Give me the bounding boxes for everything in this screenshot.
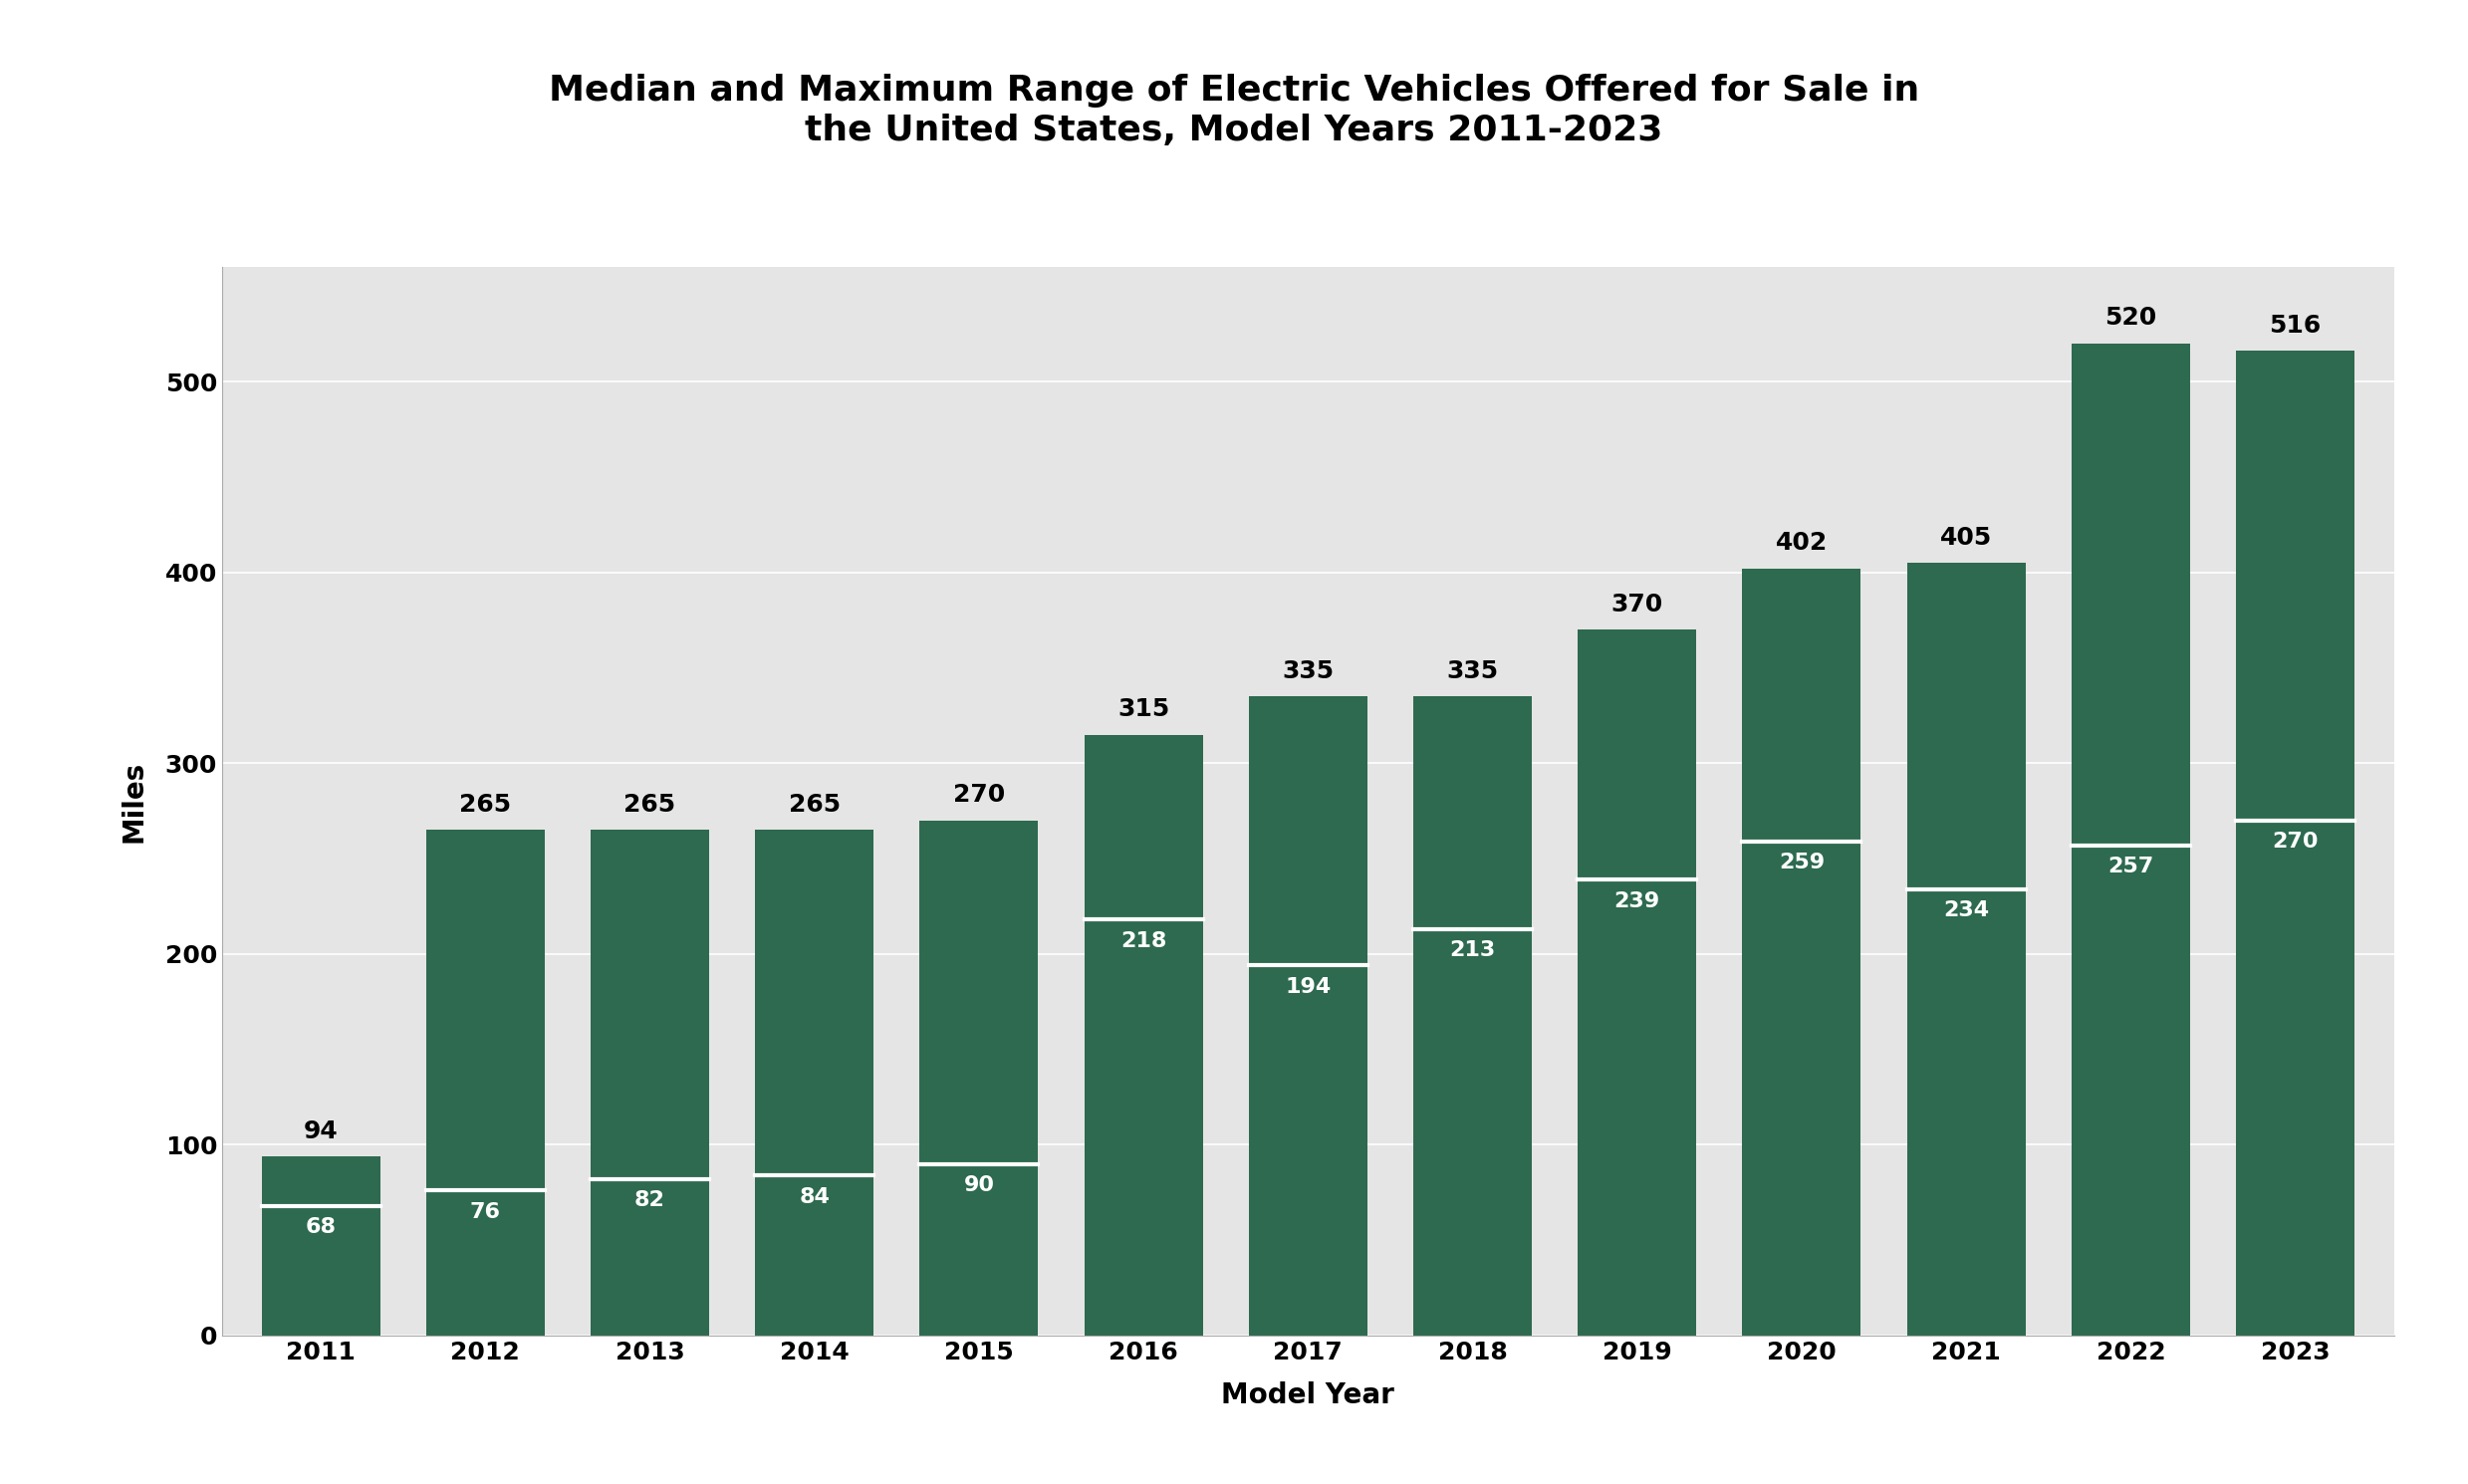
Text: 76: 76 [469, 1202, 501, 1221]
Bar [921, 821, 1039, 1336]
Text: 94: 94 [304, 1119, 338, 1143]
Y-axis label: Miles: Miles [121, 760, 148, 843]
Text: 265: 265 [459, 792, 511, 816]
Text: 335: 335 [1446, 659, 1498, 683]
Text: 402: 402 [1774, 531, 1829, 555]
Text: 270: 270 [2273, 833, 2317, 852]
Text: 213: 213 [1449, 941, 1496, 960]
Text: 239: 239 [1614, 890, 1661, 911]
Bar [427, 830, 545, 1336]
Bar [262, 1156, 380, 1336]
Bar [1414, 696, 1533, 1336]
Text: 370: 370 [1612, 592, 1663, 616]
Text: 218: 218 [1120, 930, 1167, 951]
Text: 520: 520 [2105, 306, 2157, 329]
Bar [755, 830, 874, 1336]
Bar [590, 830, 708, 1336]
Bar [1577, 629, 1696, 1336]
X-axis label: Model Year: Model Year [1222, 1382, 1394, 1408]
Text: 270: 270 [953, 784, 1004, 807]
Text: 405: 405 [1940, 525, 1992, 549]
Text: 234: 234 [1942, 901, 1989, 920]
Text: 82: 82 [634, 1190, 666, 1211]
Text: 259: 259 [1779, 853, 1824, 873]
Bar [1249, 696, 1367, 1336]
Text: 90: 90 [963, 1175, 995, 1195]
Text: 315: 315 [1118, 697, 1170, 721]
Bar [1083, 735, 1202, 1336]
Text: 194: 194 [1286, 976, 1330, 997]
Text: 265: 265 [624, 792, 676, 816]
Text: 68: 68 [306, 1217, 336, 1238]
Text: 335: 335 [1281, 659, 1335, 683]
Text: 516: 516 [2268, 313, 2322, 338]
Bar [2071, 343, 2189, 1336]
Bar [1908, 562, 2026, 1336]
Text: 84: 84 [800, 1187, 829, 1206]
Bar [2236, 352, 2354, 1336]
Text: 257: 257 [2108, 856, 2155, 877]
Text: 265: 265 [787, 792, 842, 816]
Text: Median and Maximum Range of Electric Vehicles Offered for Sale in
the United Sta: Median and Maximum Range of Electric Veh… [548, 74, 1920, 147]
Bar [1742, 568, 1861, 1336]
